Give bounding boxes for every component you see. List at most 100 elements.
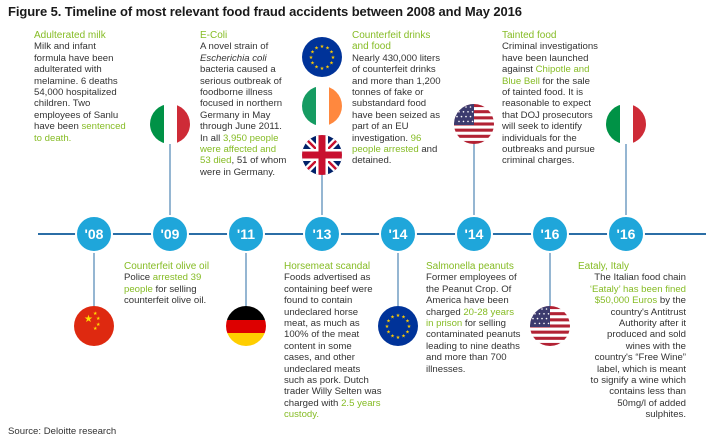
text-line: found to contain <box>284 295 353 307</box>
highlight-text: 2.5 years <box>341 397 381 409</box>
year-node-circle <box>379 215 417 253</box>
year-node: '11 <box>227 215 265 253</box>
svg-text:★: ★ <box>93 326 98 332</box>
svg-text:★: ★ <box>329 50 334 56</box>
text-line: Police <box>124 272 153 284</box>
event-eataly-italy: Eataly, Italy The Italian food chain ‘Ea… <box>578 261 686 421</box>
text-line: undeclared horse <box>284 306 359 318</box>
svg-text:★: ★ <box>386 319 391 325</box>
text-line: In all <box>200 132 223 144</box>
event-body: A novel strain of Escherichia coli bacte… <box>200 41 300 178</box>
event-body: The Italian food chain ‘Eataly’ has been… <box>578 272 686 420</box>
text-line: have been seized as <box>352 109 441 121</box>
text-line: leading to nine deaths <box>426 340 520 352</box>
text-line: Escherichia coli <box>200 52 267 64</box>
year-label: '13 <box>313 226 332 242</box>
text-line: Milk and infant <box>34 41 96 53</box>
usa-flag <box>530 306 570 346</box>
svg-text:★: ★ <box>386 330 391 336</box>
text-line: produced and sold <box>607 329 686 341</box>
text-line: foodborne illness <box>200 87 273 99</box>
text-line: focused in northern <box>200 98 283 110</box>
year-node: '09 <box>151 215 189 253</box>
event-title: Eataly, Italy <box>578 261 629 272</box>
text-line: bacteria caused a <box>200 64 276 76</box>
highlight-text: people <box>124 283 153 295</box>
text-line: and more than 700 <box>426 352 507 364</box>
text-line: country's “Free Wine” <box>594 352 686 364</box>
italy-flag <box>606 104 646 144</box>
text-line: investigation. <box>352 132 411 144</box>
year-node: '16 <box>531 215 569 253</box>
source-note: Source: Deloitte research <box>8 426 117 437</box>
highlight-text: ‘Eataly’ has been fined <box>589 283 686 295</box>
event-horsemeat-scandal: Horsemeat scandal Foods advertised as co… <box>284 261 396 421</box>
event-title: E-Coli <box>200 30 228 41</box>
highlight-text: custody. <box>284 409 320 421</box>
text-line: 100% of the meat <box>284 329 360 341</box>
event-counterfeit-olive-oil: Counterfeit olive oil Police arrested 39… <box>124 261 244 307</box>
svg-text:★: ★ <box>331 55 336 61</box>
event-title: Counterfeit olive oil <box>124 261 210 272</box>
year-label: '16 <box>541 226 560 242</box>
svg-text:★: ★ <box>84 314 93 325</box>
year-label: '08 <box>85 226 104 242</box>
text-line: Germany in May <box>200 109 271 121</box>
text-line: adulterated with <box>34 64 102 76</box>
text-line: the Peanut Crop. Of <box>426 283 512 295</box>
event-body: Police arrested 39 people for selling co… <box>124 272 244 306</box>
highlight-text: $50,000 Euros <box>594 295 658 307</box>
text-line: label, which is meant <box>596 363 686 375</box>
text-line: for selling <box>462 318 506 330</box>
text-line: content in some <box>284 340 352 352</box>
year-node: '16 <box>607 215 645 253</box>
event-body: Former employees of the Peanut Crop. Of … <box>426 272 538 375</box>
year-node-circle <box>531 215 569 253</box>
text-line: , 51 of whom <box>231 155 287 167</box>
text-line: Criminal investigations <box>502 41 598 53</box>
event-title: Counterfeit drinks <box>352 30 431 41</box>
svg-text:★: ★ <box>390 334 395 340</box>
year-node-circle <box>455 215 493 253</box>
year-node-circle <box>75 215 113 253</box>
event-body: Criminal investigations have been launch… <box>502 41 618 166</box>
event-body: Foods advertised as containing beef were… <box>284 272 396 420</box>
svg-text:★: ★ <box>385 324 390 330</box>
event-body: Nearly 430,000 liters of counterfeit dri… <box>352 53 460 167</box>
text-line: serious outbreak of <box>200 75 282 87</box>
year-label: '14 <box>389 226 408 242</box>
text-line: were in Germany. <box>200 166 275 178</box>
text-line: of counterfeit drinks <box>352 64 436 76</box>
eu-flag: ★★★★★★★★★ ★ ★★ <box>302 37 342 77</box>
text-line: country's Antitrust <box>610 306 686 318</box>
svg-text:★: ★ <box>314 65 319 71</box>
text-line: America have been <box>426 295 509 307</box>
text-line: of tainted food. It is <box>502 87 584 99</box>
svg-text:★: ★ <box>309 55 314 61</box>
highlight-text: Blue Bell <box>502 75 540 87</box>
year-label: '14 <box>465 226 484 242</box>
year-node: '08 <box>75 215 113 253</box>
text-line: have been launched <box>502 52 589 64</box>
year-label: '16 <box>617 226 636 242</box>
svg-text:★: ★ <box>325 45 330 51</box>
usa-flag <box>454 104 494 144</box>
text-line: against <box>502 64 536 76</box>
svg-text:★: ★ <box>407 324 412 330</box>
event-salmonella-peanuts: Salmonella peanuts Former employees of t… <box>426 261 538 375</box>
uk-flag <box>302 135 342 175</box>
highlight-text: to death. <box>34 132 72 144</box>
text-line: contains less than <box>609 386 686 398</box>
svg-text:★: ★ <box>401 334 406 340</box>
svg-text:★: ★ <box>396 313 401 319</box>
highlight-text: 96 <box>410 132 422 144</box>
year-node-circle <box>227 215 265 253</box>
svg-text:★: ★ <box>314 45 319 51</box>
year-node: '13 <box>303 215 341 253</box>
text-line: charged with <box>284 397 342 409</box>
text-line: formula have been <box>34 52 114 64</box>
text-line: children. Two <box>34 98 91 110</box>
text-line: tonnes of fake or <box>352 87 424 99</box>
svg-text:★: ★ <box>325 65 330 71</box>
